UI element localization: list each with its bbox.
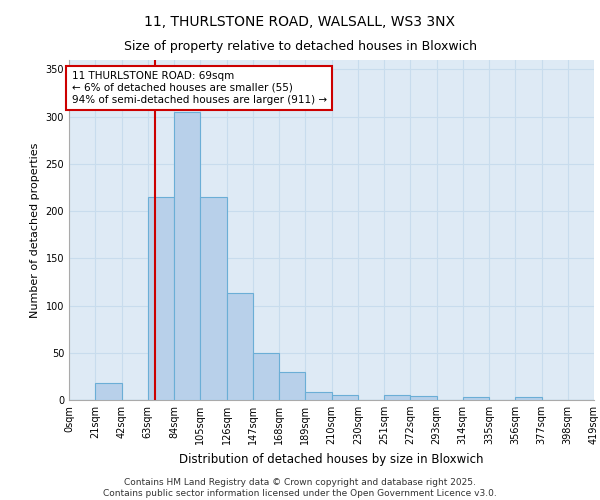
Bar <box>332 396 358 400</box>
Y-axis label: Number of detached properties: Number of detached properties <box>30 142 40 318</box>
Text: 11, THURLSTONE ROAD, WALSALL, WS3 3NX: 11, THURLSTONE ROAD, WALSALL, WS3 3NX <box>145 15 455 29</box>
Text: 11 THURLSTONE ROAD: 69sqm
← 6% of detached houses are smaller (55)
94% of semi-d: 11 THURLSTONE ROAD: 69sqm ← 6% of detach… <box>71 72 326 104</box>
Bar <box>253 353 279 400</box>
Bar <box>174 112 200 400</box>
Bar <box>305 392 331 400</box>
Bar <box>515 397 542 400</box>
Bar <box>463 397 489 400</box>
Bar <box>384 396 410 400</box>
Text: Contains HM Land Registry data © Crown copyright and database right 2025.
Contai: Contains HM Land Registry data © Crown c… <box>103 478 497 498</box>
Bar <box>227 294 253 400</box>
X-axis label: Distribution of detached houses by size in Bloxwich: Distribution of detached houses by size … <box>179 452 484 466</box>
Bar <box>279 372 305 400</box>
Bar <box>200 197 227 400</box>
Bar <box>148 197 174 400</box>
Bar <box>410 396 437 400</box>
Text: Size of property relative to detached houses in Bloxwich: Size of property relative to detached ho… <box>124 40 476 53</box>
Bar <box>95 383 121 400</box>
